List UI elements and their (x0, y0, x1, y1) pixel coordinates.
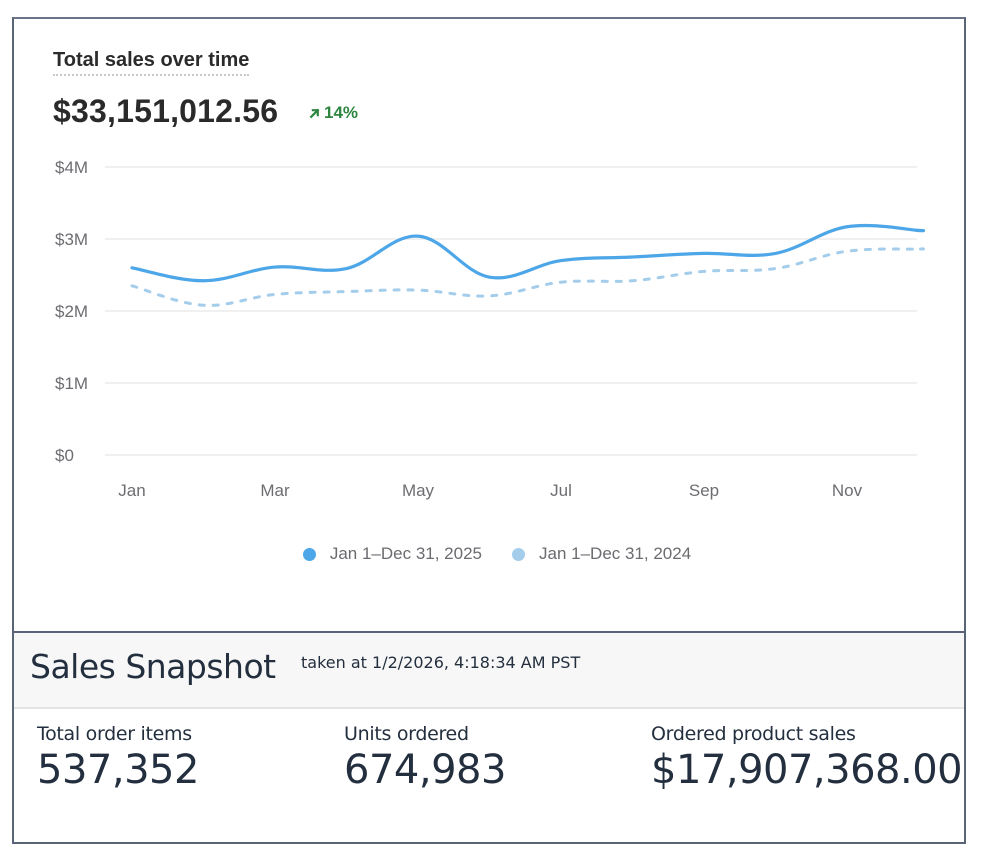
legend-dot-2025 (302, 547, 316, 561)
y-tick-label: $0 (55, 446, 74, 465)
x-tick-label: May (402, 481, 435, 500)
sales-line-chart: $0 $1M $2M $3M $4M Jan Mar May Jul Sep Nov (55, 158, 926, 500)
legend-item-2024[interactable]: Jan 1–Dec 31, 2024 (512, 544, 691, 564)
series-line-2024[interactable] (130, 247, 925, 307)
metric-value: $17,907,368.00 (651, 747, 963, 793)
snapshot-title: Sales Snapshot (30, 647, 276, 686)
total-sales-value: $33,151,012.56 (53, 93, 279, 129)
x-tick-label: Mar (260, 481, 290, 500)
metric-label: Ordered product sales (651, 723, 856, 745)
x-axis-ticks: Jan Mar May Jul Sep Nov (118, 481, 862, 500)
metric-total-order-items: Total order items 537,352 (37, 723, 199, 793)
y-tick-label: $2M (55, 302, 88, 321)
snapshot-timestamp: taken at 1/2/2026, 4:18:34 AM PST (301, 653, 581, 672)
x-tick-label: Nov (832, 481, 863, 500)
y-tick-label: $3M (55, 230, 88, 249)
delta-percent: 14% (324, 103, 359, 122)
metric-value: 674,983 (344, 747, 506, 793)
legend-label-2025: Jan 1–Dec 31, 2025 (329, 544, 482, 563)
legend-label-2024: Jan 1–Dec 31, 2024 (539, 544, 692, 563)
y-tick-label: $4M (55, 158, 88, 177)
snapshot-metrics: Total order items 537,352 Units ordered … (14, 709, 964, 844)
series-line-2025[interactable] (130, 223, 926, 283)
sales-snapshot-header: Sales Snapshot taken at 1/2/2026, 4:18:3… (14, 631, 964, 709)
legend-item-2025[interactable]: Jan 1–Dec 31, 2025 (302, 544, 482, 564)
x-tick-label: Jan (118, 481, 145, 500)
dashboard-frame: Total sales over time $33,151,012.56 14%… (12, 17, 966, 844)
y-tick-label: $1M (55, 374, 88, 393)
metric-label: Total order items (37, 723, 192, 745)
chart-legend: Jan 1–Dec 31, 2025 Jan 1–Dec 31, 2024 (14, 544, 964, 564)
chart-title[interactable]: Total sales over time (53, 49, 250, 76)
series-lines (130, 223, 926, 307)
x-tick-label: Jul (550, 481, 572, 500)
legend-dot-2024 (512, 547, 525, 561)
metric-units-ordered: Units ordered 674,983 (344, 723, 506, 793)
arrow-up-right-icon (309, 108, 320, 118)
y-axis-ticks: $0 $1M $2M $3M $4M (55, 158, 88, 465)
sales-delta-badge: 14% (309, 103, 358, 123)
sales-chart-card: Total sales over time $33,151,012.56 14%… (14, 19, 964, 631)
metric-value: 537,352 (37, 747, 199, 793)
metric-label: Units ordered (344, 723, 469, 745)
gridlines (105, 166, 917, 456)
x-tick-label: Sep (689, 481, 719, 500)
metric-ordered-product-sales: Ordered product sales $17,907,368.00 (651, 723, 963, 793)
